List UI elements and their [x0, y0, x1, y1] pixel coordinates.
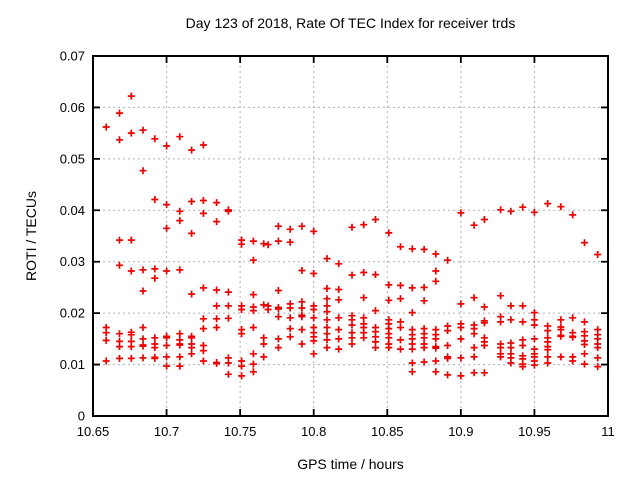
x-tick-label: 10.9 — [448, 424, 473, 439]
x-tick-label: 10.65 — [77, 424, 110, 439]
y-tick-label: 0.02 — [60, 306, 85, 321]
x-tick-label: 10.8 — [301, 424, 326, 439]
x-tick-label: 10.75 — [224, 424, 257, 439]
x-tick-label: 11 — [601, 424, 615, 439]
y-tick-label: 0.01 — [60, 357, 85, 372]
y-tick-label: 0.05 — [60, 151, 85, 166]
chart-title: Day 123 of 2018, Rate Of TEC Index for r… — [185, 15, 516, 31]
x-tick-label: 10.85 — [371, 424, 404, 439]
plot-frame — [92, 55, 609, 417]
x-axis-label: GPS time / hours — [297, 456, 404, 472]
grid-lines — [93, 56, 608, 416]
y-tick-label: 0.07 — [60, 49, 85, 64]
y-tick-label: 0.06 — [60, 100, 85, 115]
axis-ticks — [92, 55, 609, 417]
x-tick-label: 10.7 — [154, 424, 179, 439]
y-tick-label: 0.04 — [60, 203, 85, 218]
y-axis-label: ROTI / TECUs — [23, 191, 39, 281]
y-tick-label: 0 — [78, 409, 85, 424]
data-points-roti — [102, 92, 602, 380]
x-tick-label: 10.95 — [518, 424, 551, 439]
y-tick-label: 0.03 — [60, 254, 85, 269]
